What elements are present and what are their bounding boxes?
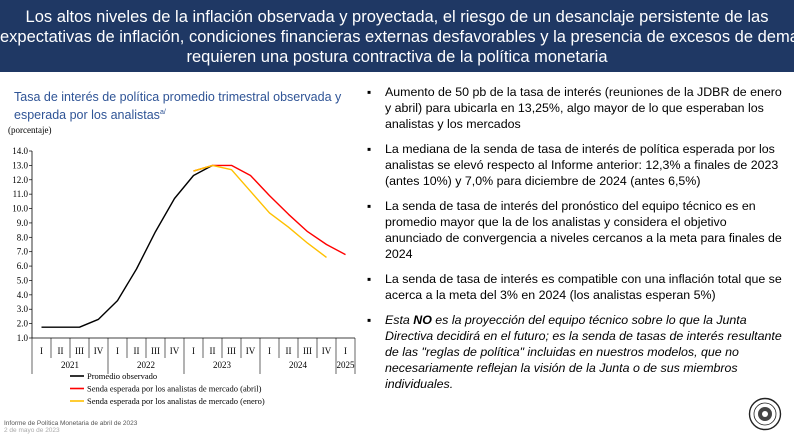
footer: Informe de Política Monetaria de abril d… (4, 420, 137, 434)
disclaimer-note: ▪ Esta NO es la proyección del equipo té… (366, 312, 786, 392)
footer-date: 2 de mayo de 2023 (4, 427, 60, 434)
quarter-label: IV (322, 346, 332, 356)
header-line-1: Los altos niveles de la inflación observ… (25, 8, 769, 26)
chart-series (41, 164, 346, 328)
footer-report: Informe de Política Monetaria de abril d… (4, 420, 138, 427)
quarter-label: I (192, 346, 195, 356)
bullet-list: ▪ Aumento de 50 pb de la tasa de interés… (366, 84, 786, 401)
year-label: 2025 (337, 360, 356, 370)
y-tick-label: 13.0 (12, 160, 28, 170)
header-line-2: expectativas de inflación, condiciones f… (0, 28, 794, 46)
quarter-label: III (75, 346, 84, 356)
quarter-label: III (227, 346, 236, 356)
chart-title-note: a/ (159, 109, 166, 116)
y-tick-label: 6.0 (17, 261, 29, 271)
quarter-label: I (116, 346, 119, 356)
quarter-label: II (58, 346, 64, 356)
quarter-label: I (40, 346, 43, 356)
header-line-3: requieren una postura contractiva de la … (186, 48, 608, 66)
y-tick-label: 11.0 (13, 189, 29, 199)
y-tick-label: 5.0 (17, 275, 29, 285)
chart-title: Tasa de interés de política promedio tri… (14, 90, 344, 123)
y-tick-label: 12.0 (12, 175, 28, 185)
quarter-label: III (303, 346, 312, 356)
quarter-label: IV (94, 346, 104, 356)
bullet-item: ▪ La mediana de la senda de tasa de inte… (366, 141, 786, 189)
legend-label: Senda esperada por los analistas de merc… (87, 384, 262, 394)
y-tick-label: 1.0 (17, 333, 29, 343)
bullet-marker: ▪ (367, 85, 372, 99)
y-axis-unit: (porcentaje) (8, 125, 52, 135)
y-tick-label: 14.0 (12, 146, 28, 156)
quarter-label: II (134, 346, 140, 356)
quarter-label: I (268, 346, 271, 356)
legend-label: Promedio observado (87, 371, 157, 381)
y-tick-label: 3.0 (17, 304, 29, 314)
slide-header: Los altos niveles de la inflación observ… (0, 0, 794, 72)
bullet-text: La mediana de la senda de tasa de interé… (385, 142, 779, 188)
bullet-marker: ▪ (367, 272, 372, 286)
year-label: 2024 (289, 360, 308, 370)
bullet-text: La senda de tasa de interés del pronósti… (385, 199, 782, 261)
quarter-label: IV (246, 346, 256, 356)
bullet-text: Aumento de 50 pb de la tasa de interés (… (385, 85, 782, 131)
chart-title-line-1: Tasa de interés de política promedio tri… (14, 90, 342, 104)
note-pre: Esta (385, 313, 414, 327)
y-tick-label: 7.0 (17, 247, 29, 257)
series-line (193, 164, 327, 258)
bullet-text: La senda de tasa de interés es compatibl… (385, 272, 782, 302)
bullet-marker: ▪ (367, 313, 372, 327)
bullet-marker: ▪ (367, 199, 372, 213)
quarter-label: I (344, 346, 347, 356)
banco-republica-seal-icon (748, 397, 782, 431)
quarter-label: IV (170, 346, 180, 356)
interest-rate-chart: 14.0 13.0 12.0 11.0 10.0 9.0 8.0 7.0 6.0 5.0 4.0 3.… (12, 146, 356, 406)
year-label: 2023 (213, 360, 232, 370)
chart-axes (31, 151, 355, 339)
chart-legend: Promedio observado Senda esperada por los… (70, 371, 265, 406)
series-line (193, 164, 346, 256)
y-tick-label: 4.0 (17, 290, 29, 300)
chart-title-line-2-text: esperada por los analistas (14, 108, 160, 123)
bullet-marker: ▪ (367, 142, 372, 156)
chart-title-line-2: esperada por los analistasa/ (14, 105, 344, 123)
bullet-item: ▪ La senda de tasa de interés del pronós… (366, 198, 786, 262)
quarter-label: II (286, 346, 292, 356)
bullet-item: ▪ Aumento de 50 pb de la tasa de interés… (366, 84, 786, 132)
quarter-label: II (210, 346, 216, 356)
y-tick-label: 9.0 (17, 218, 29, 228)
legend-label: Senda esperada por los analistas de merc… (87, 396, 265, 406)
note-emphasis: NO (413, 313, 432, 327)
series-line (41, 164, 213, 328)
year-label: 2021 (61, 360, 79, 370)
year-label: 2022 (137, 360, 155, 370)
note-post: es la proyección del equipo técnico sobr… (385, 313, 782, 391)
y-tick-label: 8.0 (17, 232, 29, 242)
y-tick-label: 2.0 (17, 319, 29, 329)
bullet-item: ▪ La senda de tasa de interés es compati… (366, 271, 786, 303)
y-tick-label: 10.0 (12, 204, 28, 214)
quarter-label: III (151, 346, 160, 356)
y-tick-labels: 14.0 13.0 12.0 11.0 10.0 9.0 8.0 7.0 6.0 5.0 4.0 3.… (12, 146, 32, 343)
